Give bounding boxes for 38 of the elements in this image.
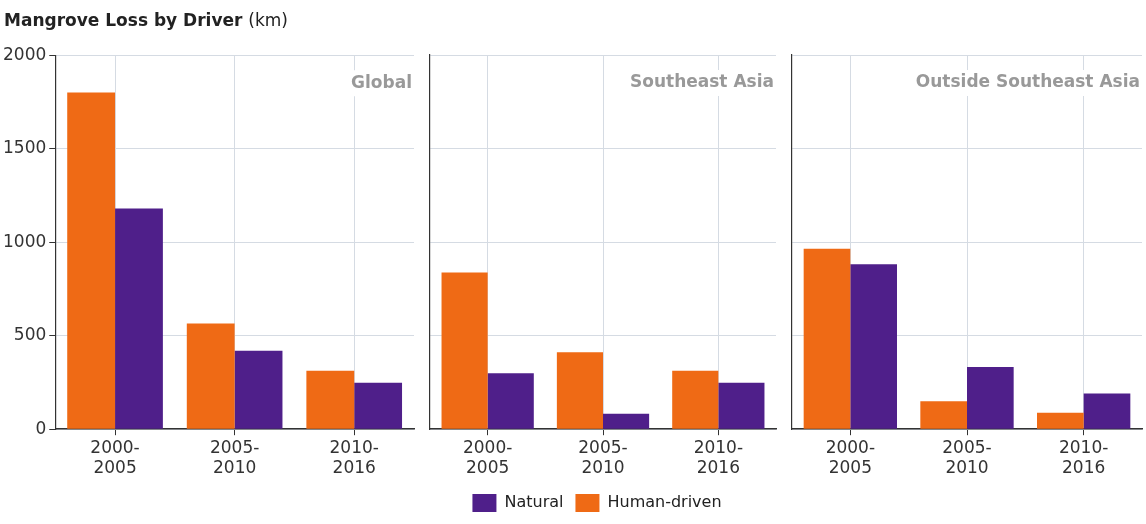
y-tick-label: 500 — [13, 324, 47, 345]
y-tick-label: 0 — [35, 417, 47, 438]
bar — [115, 208, 163, 429]
x-tick-label: 2005- 2010 — [578, 436, 628, 478]
bar — [1037, 412, 1084, 429]
x-tick-label: 2005- 2010 — [209, 436, 260, 478]
x-tick-label: 2010- 2016 — [1058, 436, 1109, 478]
chart-title: Mangrove Loss by Driver (km) — [4, 10, 288, 30]
y-tick-label: 1000 — [3, 230, 47, 251]
annotation: Global — [351, 71, 412, 92]
legend-label: Natural — [504, 492, 564, 512]
x-tick-label: 2005- 2010 — [942, 436, 992, 478]
bar — [186, 323, 235, 429]
bar — [306, 370, 355, 429]
y-tick-label: 1500 — [3, 137, 47, 158]
x-tick-label: 2000- 2005 — [90, 436, 140, 478]
bar — [803, 248, 851, 429]
bar — [967, 367, 1014, 429]
x-tick-label: 2010- 2016 — [693, 436, 744, 478]
bar — [718, 382, 765, 429]
annotation: Southeast Asia — [630, 71, 774, 92]
bar — [920, 401, 967, 429]
x-tick-label: 2010- 2016 — [329, 436, 379, 478]
annotation: Outside Southeast Asia — [915, 71, 1140, 92]
bar — [234, 350, 283, 429]
bar — [1083, 393, 1131, 429]
bar — [487, 373, 534, 429]
bar — [672, 370, 719, 429]
y-tick-label: 2000 — [3, 43, 47, 64]
x-tick-label: 2000- 2005 — [462, 436, 513, 478]
bar — [67, 92, 116, 429]
legend-label: Human-driven — [607, 492, 722, 512]
bar — [850, 264, 897, 429]
bar — [556, 352, 603, 429]
bar — [354, 382, 403, 429]
bar — [441, 272, 488, 429]
bar — [603, 413, 650, 429]
x-tick-label: 2000- 2005 — [825, 436, 876, 478]
